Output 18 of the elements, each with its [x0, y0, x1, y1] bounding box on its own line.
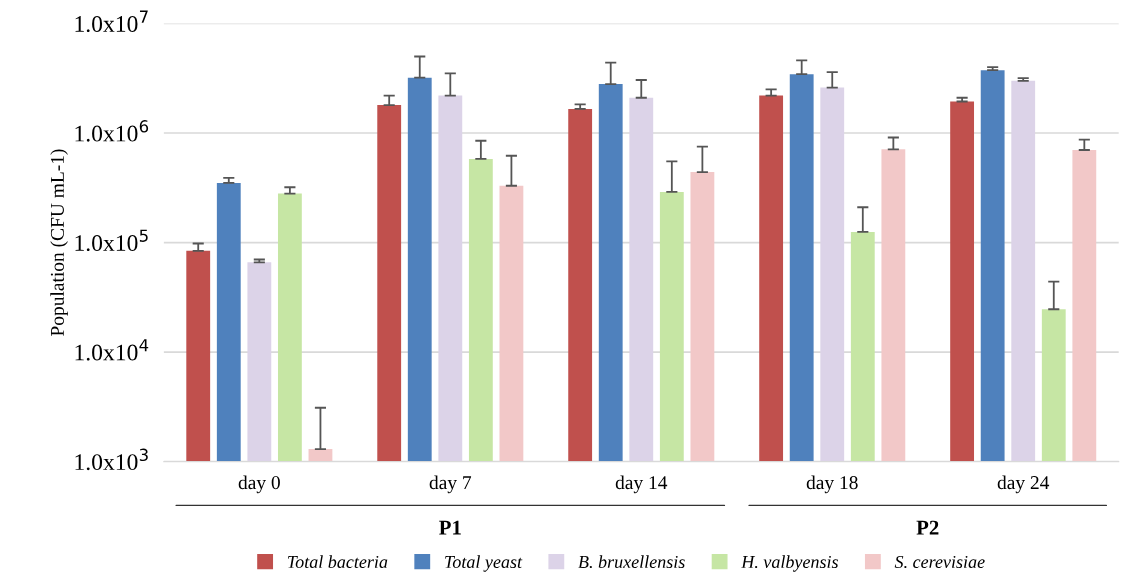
- y-tick-label: 1.0x10$^{3}$: [75, 448, 148, 471]
- legend-label: Total bacteria: [287, 555, 388, 569]
- text: P2: [916, 520, 939, 535]
- legend-label: Total yeast: [445, 555, 523, 572]
- y-tick-label: 1.0x10$^{4}$: [75, 339, 149, 361]
- y-axis-title: Population (CFU mL-1): [50, 149, 68, 336]
- legend-label: B. bruxellensis: [578, 555, 685, 569]
- legend-label: H. valbyensis: [741, 555, 839, 572]
- y-tick-label: 1.0x10$^{5}$: [75, 229, 148, 252]
- x-tick-label: day 14: [615, 475, 668, 494]
- x-tick-label: day 7: [429, 475, 472, 494]
- y-tick-label: 1.0x10$^{6}$: [75, 120, 149, 142]
- x-tick-label: day 24: [997, 475, 1050, 494]
- x-tick-label: day 18: [806, 475, 858, 494]
- x-tick-label: day 0: [238, 475, 280, 494]
- y-tick-label: 1.0x10$^{7}$: [75, 10, 148, 33]
- text: P1: [439, 520, 461, 535]
- legend-label: S. cerevisiae: [894, 555, 985, 569]
